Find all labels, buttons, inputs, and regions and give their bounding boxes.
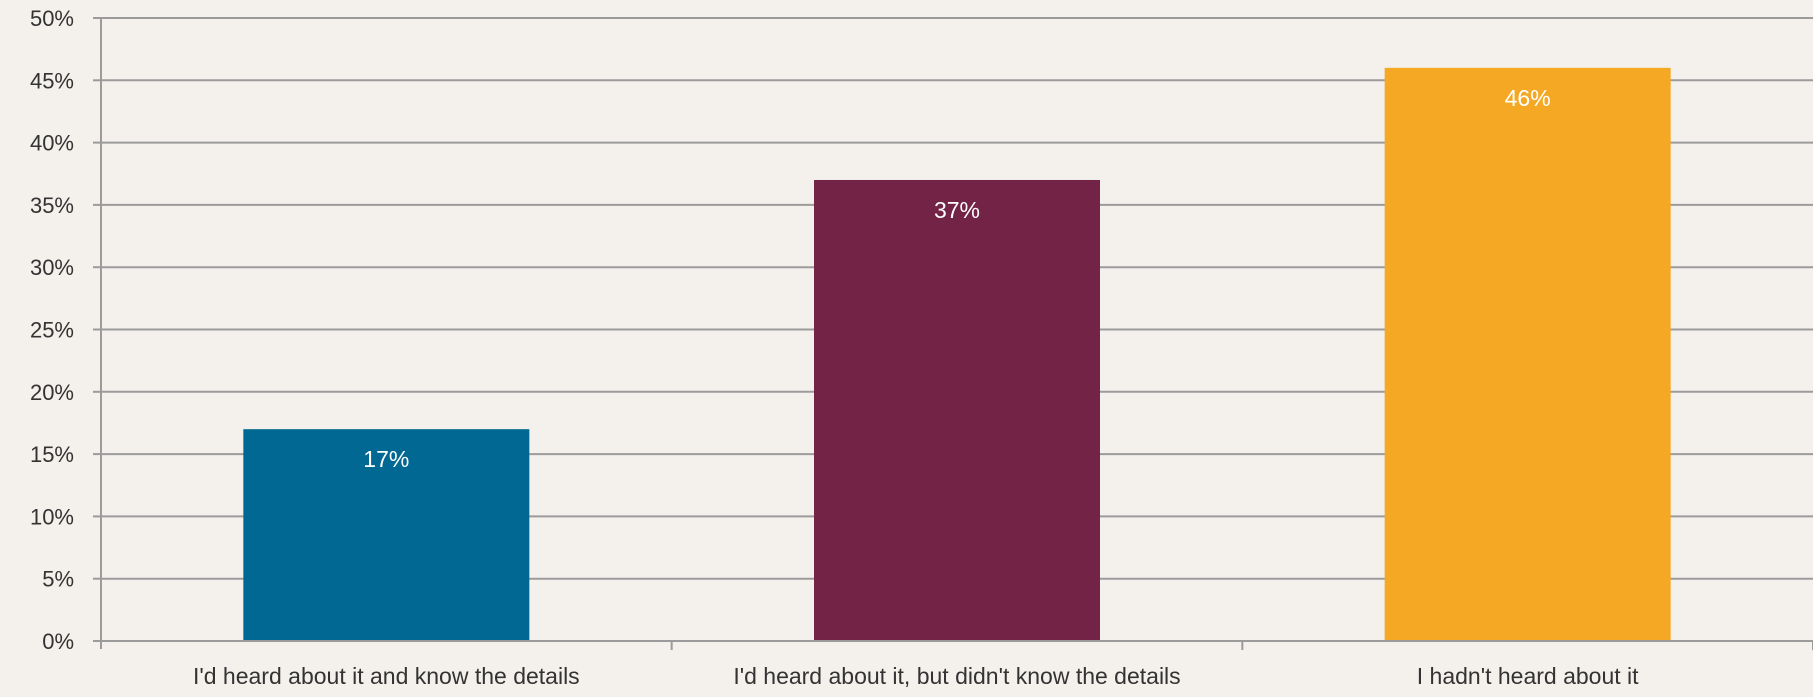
data-label-1: 17% [363, 446, 409, 472]
axes [93, 17, 1813, 650]
bar-3 [1384, 67, 1671, 642]
y-tick-label: 5% [42, 567, 74, 592]
y-tick-label: 45% [30, 68, 74, 93]
bars [243, 67, 1671, 642]
x-category-label-3: I hadn't heard about it [1417, 663, 1639, 689]
y-tick-label: 30% [30, 255, 74, 280]
x-category-label-1: I'd heard about it and know the details [193, 663, 580, 689]
x-category-label-2: I'd heard about it, but didn't know the … [733, 663, 1180, 689]
y-tick-label: 25% [30, 318, 74, 343]
data-label-3: 46% [1505, 85, 1551, 111]
y-tick-label: 0% [42, 629, 74, 654]
y-tick-label: 40% [30, 131, 74, 156]
data-label-2: 37% [934, 197, 980, 223]
y-tick-label: 15% [30, 442, 74, 467]
y-tick-label: 35% [30, 193, 74, 218]
y-tick-label: 50% [30, 6, 74, 31]
y-tick-label: 10% [30, 504, 74, 529]
y-tick-label: 20% [30, 380, 74, 405]
bar-1 [243, 429, 530, 641]
bar-2 [814, 179, 1100, 642]
labels: 0% 5% 10% 15% 20% 25% 30% 35% 40% 45% 50% 17% 37% 46%… [30, 6, 1639, 689]
